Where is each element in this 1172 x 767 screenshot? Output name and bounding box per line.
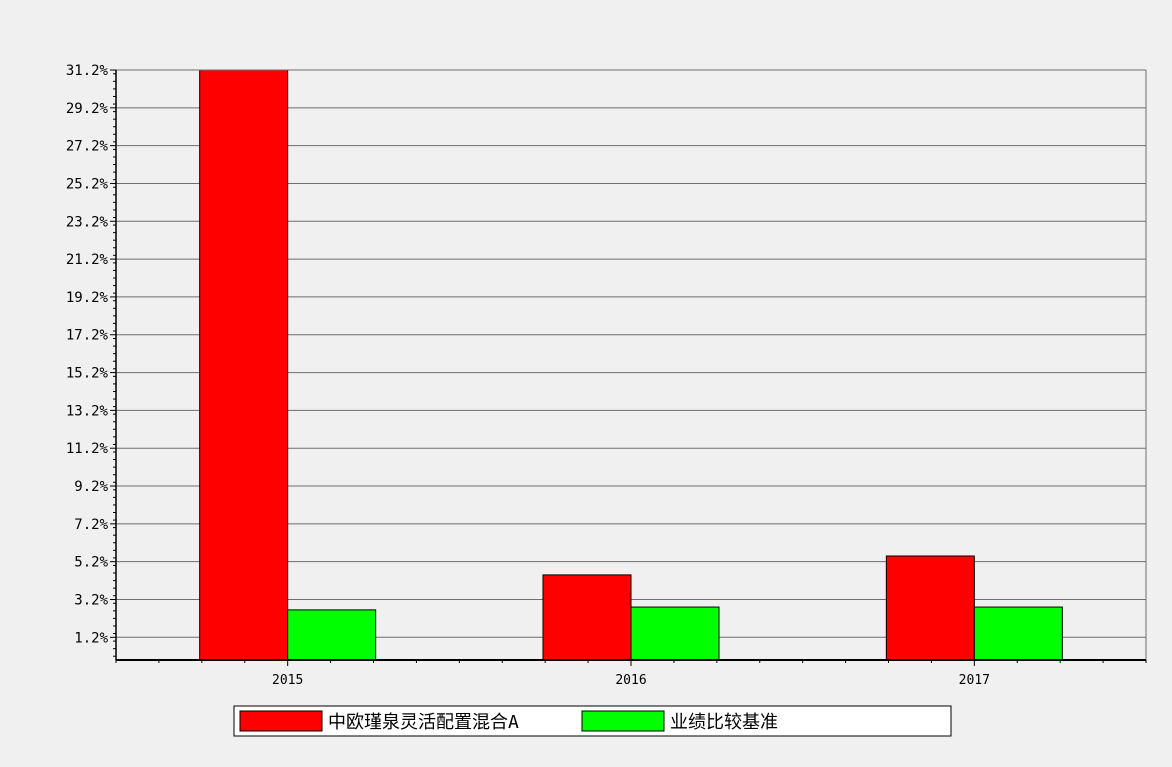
y-tick-label: 27.2% <box>66 139 109 155</box>
y-tick-label: 23.2% <box>66 214 109 230</box>
y-tick-label: 11.2% <box>66 441 109 457</box>
bar-benchmark-2015 <box>287 609 377 661</box>
legend-swatch-fund <box>239 710 323 732</box>
y-tick-label: 19.2% <box>66 290 109 306</box>
x-tick-labels: 2015 2016 2017 <box>272 673 990 688</box>
y-tick-labels: 1.2% 3.2% 5.2% 7.2% 9.2% 11.2% 13.2% 15.2% 17.2%… <box>66 63 109 646</box>
legend-label-benchmark: 业绩比较基准 <box>670 712 778 733</box>
y-tick-label: 13.2% <box>66 403 109 419</box>
legend: 中欧瑾泉灵活配置混合A 业绩比较基准 <box>233 705 952 737</box>
bar-benchmark-2017 <box>973 606 1063 661</box>
y-tick-label: 21.2% <box>66 252 109 268</box>
legend-label-fund: 中欧瑾泉灵活配置混合A <box>328 712 519 733</box>
y-tick-label: 31.2% <box>66 63 109 79</box>
y-tick-label: 15.2% <box>66 366 109 382</box>
y-tick-label: 25.2% <box>66 176 109 192</box>
y-tick-label: 9.2% <box>74 479 108 495</box>
bar-fund-2015 <box>199 69 289 661</box>
y-tick-label: 5.2% <box>74 555 108 571</box>
y-tick-label: 7.2% <box>74 517 108 533</box>
y-tick-label: 17.2% <box>66 328 109 344</box>
x-tick-label: 2016 <box>615 673 646 688</box>
bar-benchmark-2016 <box>630 606 720 661</box>
x-tick-label: 2015 <box>272 673 303 688</box>
bar-fund-2016 <box>542 574 632 661</box>
y-tick-label: 1.2% <box>74 630 108 646</box>
axes <box>110 69 1147 666</box>
x-tick-label: 2017 <box>959 673 990 688</box>
y-tick-label: 29.2% <box>66 101 109 117</box>
bar-fund-2017 <box>885 555 975 661</box>
y-tick-label: 3.2% <box>74 592 108 608</box>
legend-swatch-benchmark <box>581 710 665 732</box>
